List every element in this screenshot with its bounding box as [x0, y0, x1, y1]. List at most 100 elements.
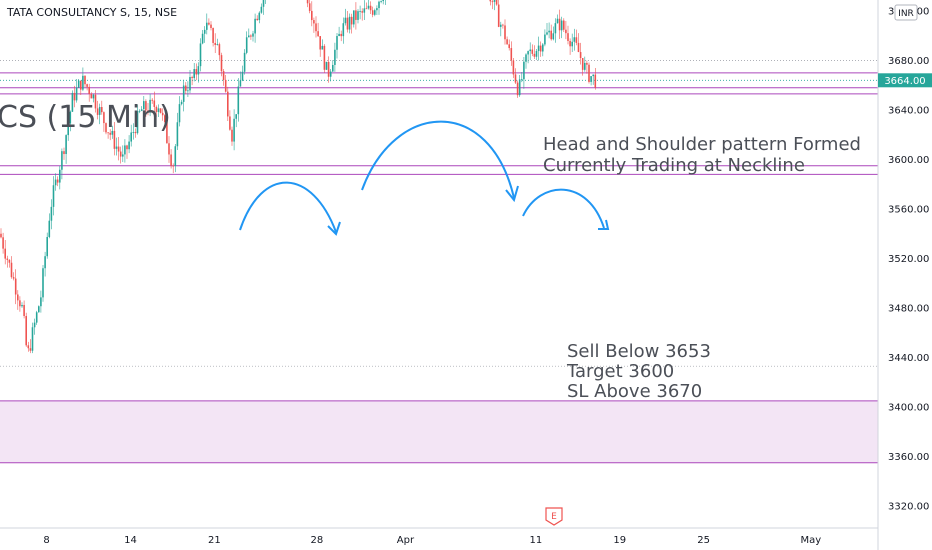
time-tick-label: 11: [530, 535, 543, 546]
price-tick-label: 3560.00: [888, 205, 929, 216]
candle-body: [96, 108, 99, 115]
candle-body: [367, 5, 370, 9]
candle-body: [252, 33, 254, 37]
candle-body: [544, 34, 546, 45]
candle-body: [90, 93, 93, 99]
candle-body: [491, 1, 494, 3]
candle-body: [111, 130, 114, 135]
head-arc: [361, 120, 515, 199]
candle-body: [52, 185, 55, 207]
candle-body: [537, 45, 540, 51]
candle-body: [245, 37, 248, 53]
candle-body: [185, 85, 187, 91]
candle-body: [124, 145, 126, 155]
candle-body: [231, 129, 233, 142]
candle-body: [212, 27, 214, 43]
candle-body: [161, 112, 164, 116]
candle-body: [350, 16, 353, 25]
right-shoulder-arc: [522, 188, 605, 229]
candle-body: [584, 62, 586, 70]
candle-body: [2, 237, 4, 249]
candle-body: [229, 116, 231, 130]
candle-body: [82, 75, 84, 90]
candle-body: [248, 35, 250, 38]
candle-body: [4, 248, 6, 259]
candle-body: [313, 20, 315, 24]
candle-body: [518, 79, 521, 96]
candle-body: [126, 145, 128, 150]
candle-body: [376, 8, 378, 11]
candle-body: [311, 10, 313, 21]
candle-body: [33, 322, 36, 328]
candle-body: [29, 348, 32, 351]
candle-body: [151, 99, 153, 101]
candle-body: [550, 30, 552, 40]
currency-unit-box[interactable]: INR: [894, 4, 918, 21]
candle-body: [143, 101, 145, 110]
candle-body: [176, 122, 179, 147]
candle-body: [56, 179, 59, 183]
candle-body: [119, 151, 122, 157]
candle-body: [172, 165, 174, 167]
candle-body: [369, 5, 372, 11]
candle-body: [182, 85, 185, 102]
candle-body: [203, 29, 206, 34]
candle-body: [525, 54, 527, 62]
candle-body: [214, 42, 216, 45]
candle-body: [38, 306, 40, 313]
candle-body: [6, 258, 9, 260]
candle-body: [77, 80, 80, 88]
candle-body: [191, 76, 193, 79]
chart-title: CS (15 Min): [0, 100, 171, 135]
candle-body: [159, 108, 162, 113]
candle-body: [533, 53, 536, 57]
candle-body: [10, 262, 13, 278]
candle-body: [233, 118, 235, 142]
candle-body: [497, 4, 500, 27]
time-axis[interactable]: 8 14 21 28 Apr 11 19 25 May: [43, 535, 821, 546]
candle-body: [571, 41, 573, 47]
candle-body: [344, 17, 347, 24]
candle-body: [588, 64, 590, 82]
candle-body: [508, 44, 510, 49]
candle-body: [117, 146, 120, 152]
candle-body: [136, 111, 139, 134]
candle-body: [195, 69, 198, 75]
price-axis[interactable]: 3320.00 3360.00 3400.00 3440.00 3480.00 3520.…: [888, 0, 929, 513]
candle-body: [590, 76, 592, 82]
price-tick-label: 3600.00: [888, 155, 929, 166]
head-arrowhead: [505, 185, 519, 203]
candle-body: [504, 25, 506, 40]
pattern-annotation-line-1: Head and Shoulder pattern Formed: [543, 134, 861, 155]
candle-body: [101, 107, 103, 113]
candle-body: [50, 206, 53, 221]
candle-body: [539, 45, 542, 52]
candle-body: [0, 233, 2, 238]
candle-body: [500, 24, 502, 27]
candle-body: [17, 294, 19, 301]
earnings-event-marker[interactable]: E: [545, 507, 563, 526]
candle-body: [579, 52, 582, 59]
candle-body: [14, 278, 17, 295]
candle-body: [529, 49, 531, 52]
candle-body: [306, 0, 309, 4]
candle-body: [348, 16, 351, 30]
candle-body: [256, 18, 258, 21]
candle-body: [107, 132, 109, 134]
candle-body: [86, 84, 88, 87]
head-and-shoulder-arcs: [239, 120, 610, 236]
candle-body: [187, 90, 189, 92]
time-tick-label: 28: [311, 535, 324, 546]
last-price-label: 3664.00: [884, 76, 925, 87]
candle-body: [180, 101, 183, 105]
candle-body: [44, 256, 46, 269]
candle-body: [227, 91, 229, 117]
time-tick-label: May: [800, 535, 821, 546]
candle-body: [239, 80, 242, 87]
candle-body: [40, 297, 42, 307]
levels-layer: [0, 72, 878, 175]
candle-body: [63, 151, 65, 155]
candles-layer: [0, 0, 597, 354]
candle-body: [378, 1, 380, 9]
